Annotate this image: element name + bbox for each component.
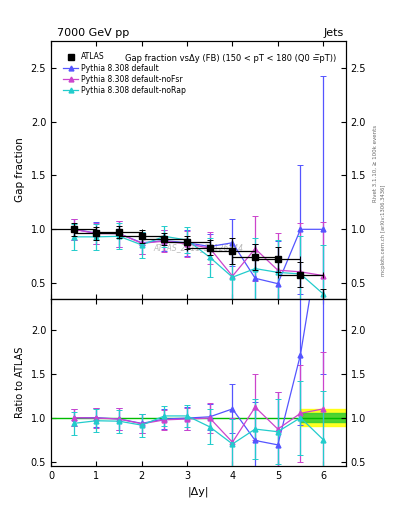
Text: Gap fraction vsΔy (FB) (150 < pT < 180 (Q0 =̅pT)): Gap fraction vsΔy (FB) (150 < pT < 180 (… <box>125 54 336 63</box>
Text: mcplots.cern.ch [arXiv:1306.3436]: mcplots.cern.ch [arXiv:1306.3436] <box>381 185 386 276</box>
Y-axis label: Ratio to ATLAS: Ratio to ATLAS <box>15 347 25 418</box>
X-axis label: |Δy|: |Δy| <box>188 486 209 497</box>
Y-axis label: Gap fraction: Gap fraction <box>15 138 25 202</box>
Text: Rivet 3.1.10, ≥ 100k events: Rivet 3.1.10, ≥ 100k events <box>373 125 378 202</box>
Text: Jets: Jets <box>323 28 344 38</box>
Text: ATLAS_2011_S9126244: ATLAS_2011_S9126244 <box>153 243 244 252</box>
Text: 7000 GeV pp: 7000 GeV pp <box>57 28 129 38</box>
Legend: ATLAS, Pythia 8.308 default, Pythia 8.308 default-noFsr, Pythia 8.308 default-no: ATLAS, Pythia 8.308 default, Pythia 8.30… <box>61 50 189 97</box>
